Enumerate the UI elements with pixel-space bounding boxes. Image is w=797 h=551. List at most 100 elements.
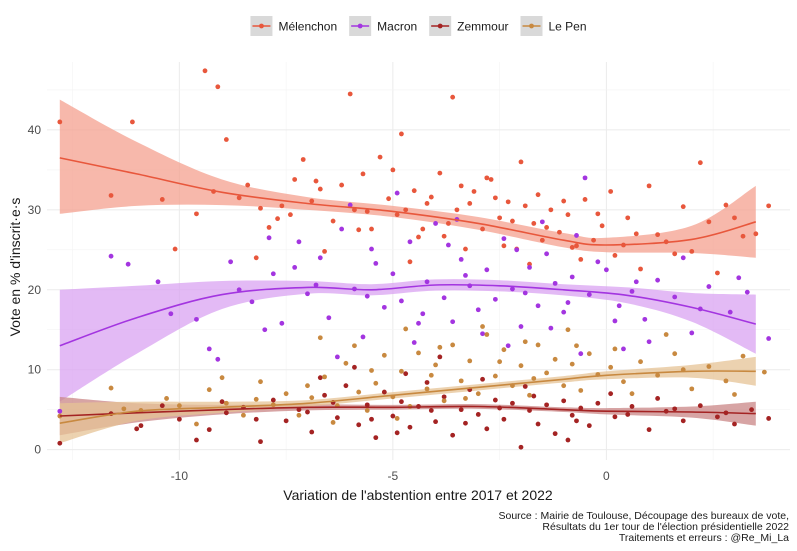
- le-pen-point: [655, 372, 661, 378]
- y-tick-label: 30: [28, 203, 42, 217]
- zemmour-point: [544, 402, 550, 408]
- melenchon-point: [313, 178, 319, 184]
- le-pen-point: [305, 383, 310, 389]
- macron-point: [522, 290, 528, 296]
- le-pen-point: [343, 360, 349, 366]
- macron-point: [616, 303, 622, 309]
- melenchon-point: [108, 193, 114, 198]
- le-pen-point: [612, 346, 618, 352]
- le-pen-point: [373, 380, 379, 386]
- legend-dot-melenchon: [259, 23, 264, 29]
- melenchon-point: [510, 218, 515, 224]
- zemmour-point: [134, 426, 140, 432]
- zemmour-point: [296, 407, 302, 413]
- melenchon-point: [467, 201, 473, 206]
- macron-point: [292, 264, 298, 270]
- macron-point: [539, 219, 545, 225]
- le-pen-point: [531, 376, 537, 381]
- macron-point: [582, 175, 588, 181]
- legend-label-le-pen: Le Pen: [549, 20, 587, 34]
- melenchon-point: [159, 197, 165, 202]
- le-pen-point: [518, 363, 524, 369]
- macron-point: [279, 320, 285, 326]
- melenchon-point: [612, 253, 618, 258]
- le-pen-point: [394, 416, 400, 421]
- zemmour-point: [441, 394, 447, 400]
- zemmour-point: [612, 414, 618, 420]
- y-tick-label: 40: [28, 123, 42, 137]
- zemmour-point: [492, 397, 498, 403]
- le-pen-point: [561, 383, 567, 389]
- legend: Mélenchon Macron Zemmour Le Pen: [250, 16, 587, 36]
- zemmour-point: [356, 422, 362, 428]
- macron-point: [527, 264, 532, 270]
- melenchon-point: [428, 194, 434, 200]
- macron-point: [475, 307, 481, 313]
- melenchon-point: [317, 186, 323, 192]
- le-pen-point: [629, 391, 635, 397]
- smooth-lines: [59, 157, 757, 424]
- melenchon-confidence-band: [59, 99, 756, 258]
- le-pen-point: [501, 347, 507, 353]
- zemmour-point: [646, 427, 652, 433]
- zemmour-point: [732, 421, 737, 427]
- melenchon-point: [172, 246, 178, 252]
- x-tick-label: -5: [388, 469, 399, 483]
- melenchon-point: [441, 233, 447, 239]
- macron-point: [420, 311, 426, 317]
- melenchon-point: [130, 119, 135, 125]
- melenchon-point: [411, 188, 417, 194]
- macron-point: [373, 260, 379, 266]
- le-pen-point: [433, 362, 438, 368]
- zemmour-point: [317, 375, 323, 381]
- melenchon-point: [364, 209, 370, 214]
- le-pen-point: [364, 408, 370, 413]
- le-pen-confidence-band: [59, 356, 756, 444]
- macron-point: [326, 315, 332, 321]
- melenchon-point: [194, 211, 199, 217]
- le-pen-point: [467, 358, 473, 364]
- macron-point: [334, 354, 340, 360]
- melenchon-point: [458, 183, 464, 189]
- le-pen-point: [241, 412, 246, 418]
- y-tick-labels: 0 10 20 30 40: [28, 123, 42, 457]
- macron-point: [561, 309, 567, 315]
- melenchon-point: [599, 223, 605, 229]
- macron-point: [347, 202, 353, 208]
- melenchon-point: [424, 201, 430, 206]
- le-pen-point: [732, 392, 737, 397]
- melenchon-point: [266, 225, 272, 230]
- macron-point: [569, 274, 575, 280]
- macron-point: [480, 331, 485, 337]
- melenchon-point: [407, 259, 413, 265]
- macron-point: [646, 339, 652, 345]
- melenchon-point: [390, 167, 396, 173]
- macron-point: [360, 334, 366, 340]
- le-pen-point: [638, 359, 643, 365]
- macron-point: [510, 286, 515, 292]
- zemmour-point: [343, 383, 349, 389]
- melenchon-point: [569, 245, 575, 250]
- melenchon-point: [557, 229, 562, 235]
- macron-point: [578, 351, 584, 357]
- le-pen-point: [283, 391, 289, 397]
- le-pen-point: [194, 421, 199, 427]
- macron-point: [416, 320, 421, 326]
- macron-point: [706, 284, 712, 289]
- zemmour-point: [283, 418, 289, 424]
- melenchon-point: [300, 157, 306, 162]
- zemmour-point: [518, 444, 524, 450]
- zemmour-point: [561, 398, 567, 404]
- macron-point: [736, 275, 742, 281]
- le-pen-point: [480, 324, 485, 329]
- zemmour-point: [437, 354, 443, 360]
- le-pen-point: [621, 379, 626, 385]
- zemmour-point: [309, 429, 315, 435]
- le-pen-point: [399, 368, 404, 374]
- melenchon-point: [403, 207, 409, 213]
- le-pen-point: [176, 403, 182, 409]
- zemmour-point: [586, 423, 592, 429]
- le-pen-point: [527, 392, 532, 398]
- le-pen-point: [403, 326, 409, 332]
